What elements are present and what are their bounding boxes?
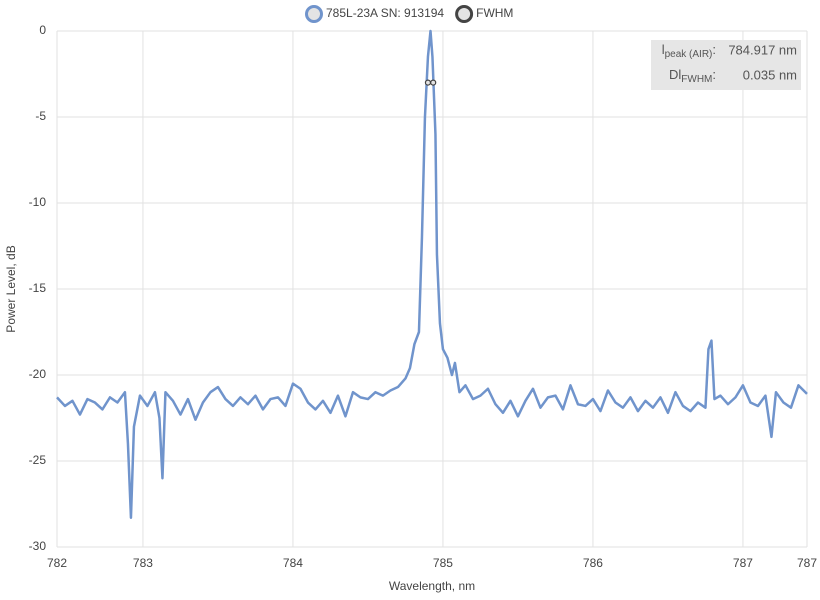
info-sep: : — [712, 42, 716, 57]
fwhm-marker — [424, 79, 432, 86]
info-box — [651, 40, 801, 90]
spectrum-line — [56, 29, 808, 520]
info-sep: : — [712, 67, 716, 82]
y-tick-label: -20 — [29, 367, 47, 381]
y-tick-label: -30 — [29, 539, 47, 553]
info-symbol: l — [662, 42, 665, 57]
y-tick-label: -5 — [35, 109, 46, 123]
legend-marker — [305, 5, 323, 23]
x-tick-label: 786 — [583, 556, 603, 570]
y-tick-label: -15 — [29, 281, 47, 295]
y-axis-label: Power Level, dB — [4, 245, 18, 332]
info-sub: FWHM — [681, 74, 712, 85]
legend-label: 785L-23A SN: 913194 — [326, 6, 444, 20]
info-sub: peak (AIR) — [665, 49, 713, 60]
fwhm-marker — [430, 79, 437, 86]
info-value: 0.035 nm — [743, 67, 797, 82]
x-tick-label: 782 — [47, 556, 67, 570]
x-tick-label: 783 — [133, 556, 153, 570]
y-tick-label: 0 — [39, 23, 46, 37]
x-tick-label: 784 — [283, 556, 303, 570]
x-tick-label: 785 — [433, 556, 453, 570]
info-label: DlFWHM: — [669, 67, 716, 84]
info-symbol: Dl — [669, 67, 681, 82]
info-label: lpeak (AIR): — [662, 42, 716, 59]
info-value: 784.917 nm — [728, 42, 797, 57]
legend-label: FWHM — [476, 6, 513, 20]
x-axis-label: Wavelength, nm — [389, 579, 475, 593]
legend-marker — [455, 5, 474, 23]
y-tick-label: -25 — [29, 453, 47, 467]
x-tick-label: 787 — [733, 556, 753, 570]
x-tick-label: 787 — [797, 556, 817, 570]
y-tick-label: -10 — [29, 195, 47, 209]
